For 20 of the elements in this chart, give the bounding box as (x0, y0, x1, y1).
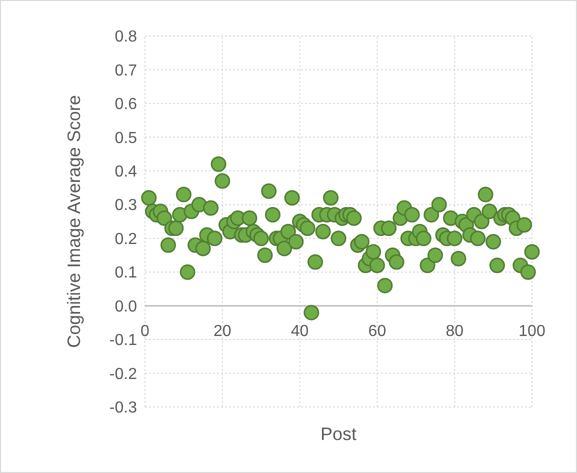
x-tick-label: 100 (518, 322, 546, 340)
x-tick-label: 40 (290, 322, 309, 340)
y-tick-label: 0.5 (114, 130, 138, 147)
x-tick-label: 80 (446, 322, 464, 340)
y-tick-label: 0.2 (114, 230, 138, 248)
y-tick-label: 0.0 (114, 298, 138, 316)
y-tick-label: 0.7 (114, 62, 138, 80)
x-tick-label: 0 (140, 322, 150, 340)
y-tick-label: 0.3 (114, 197, 138, 214)
y-axis-title: Cognitive Image Average Score (64, 95, 84, 348)
x-axis-title: Post (320, 424, 357, 444)
y-tick-label: 0.4 (114, 164, 138, 181)
y-tick-label: -0.3 (109, 400, 138, 417)
y-tick-label: -0.1 (109, 332, 138, 350)
y-tick-label: 0.8 (114, 28, 138, 46)
x-tick-label: 20 (214, 322, 232, 340)
y-tick-label: -0.2 (109, 366, 138, 383)
y-tick-label: 0.6 (114, 96, 138, 114)
y-tick-label: 0.1 (114, 264, 138, 282)
x-tick-label: 60 (368, 322, 386, 340)
